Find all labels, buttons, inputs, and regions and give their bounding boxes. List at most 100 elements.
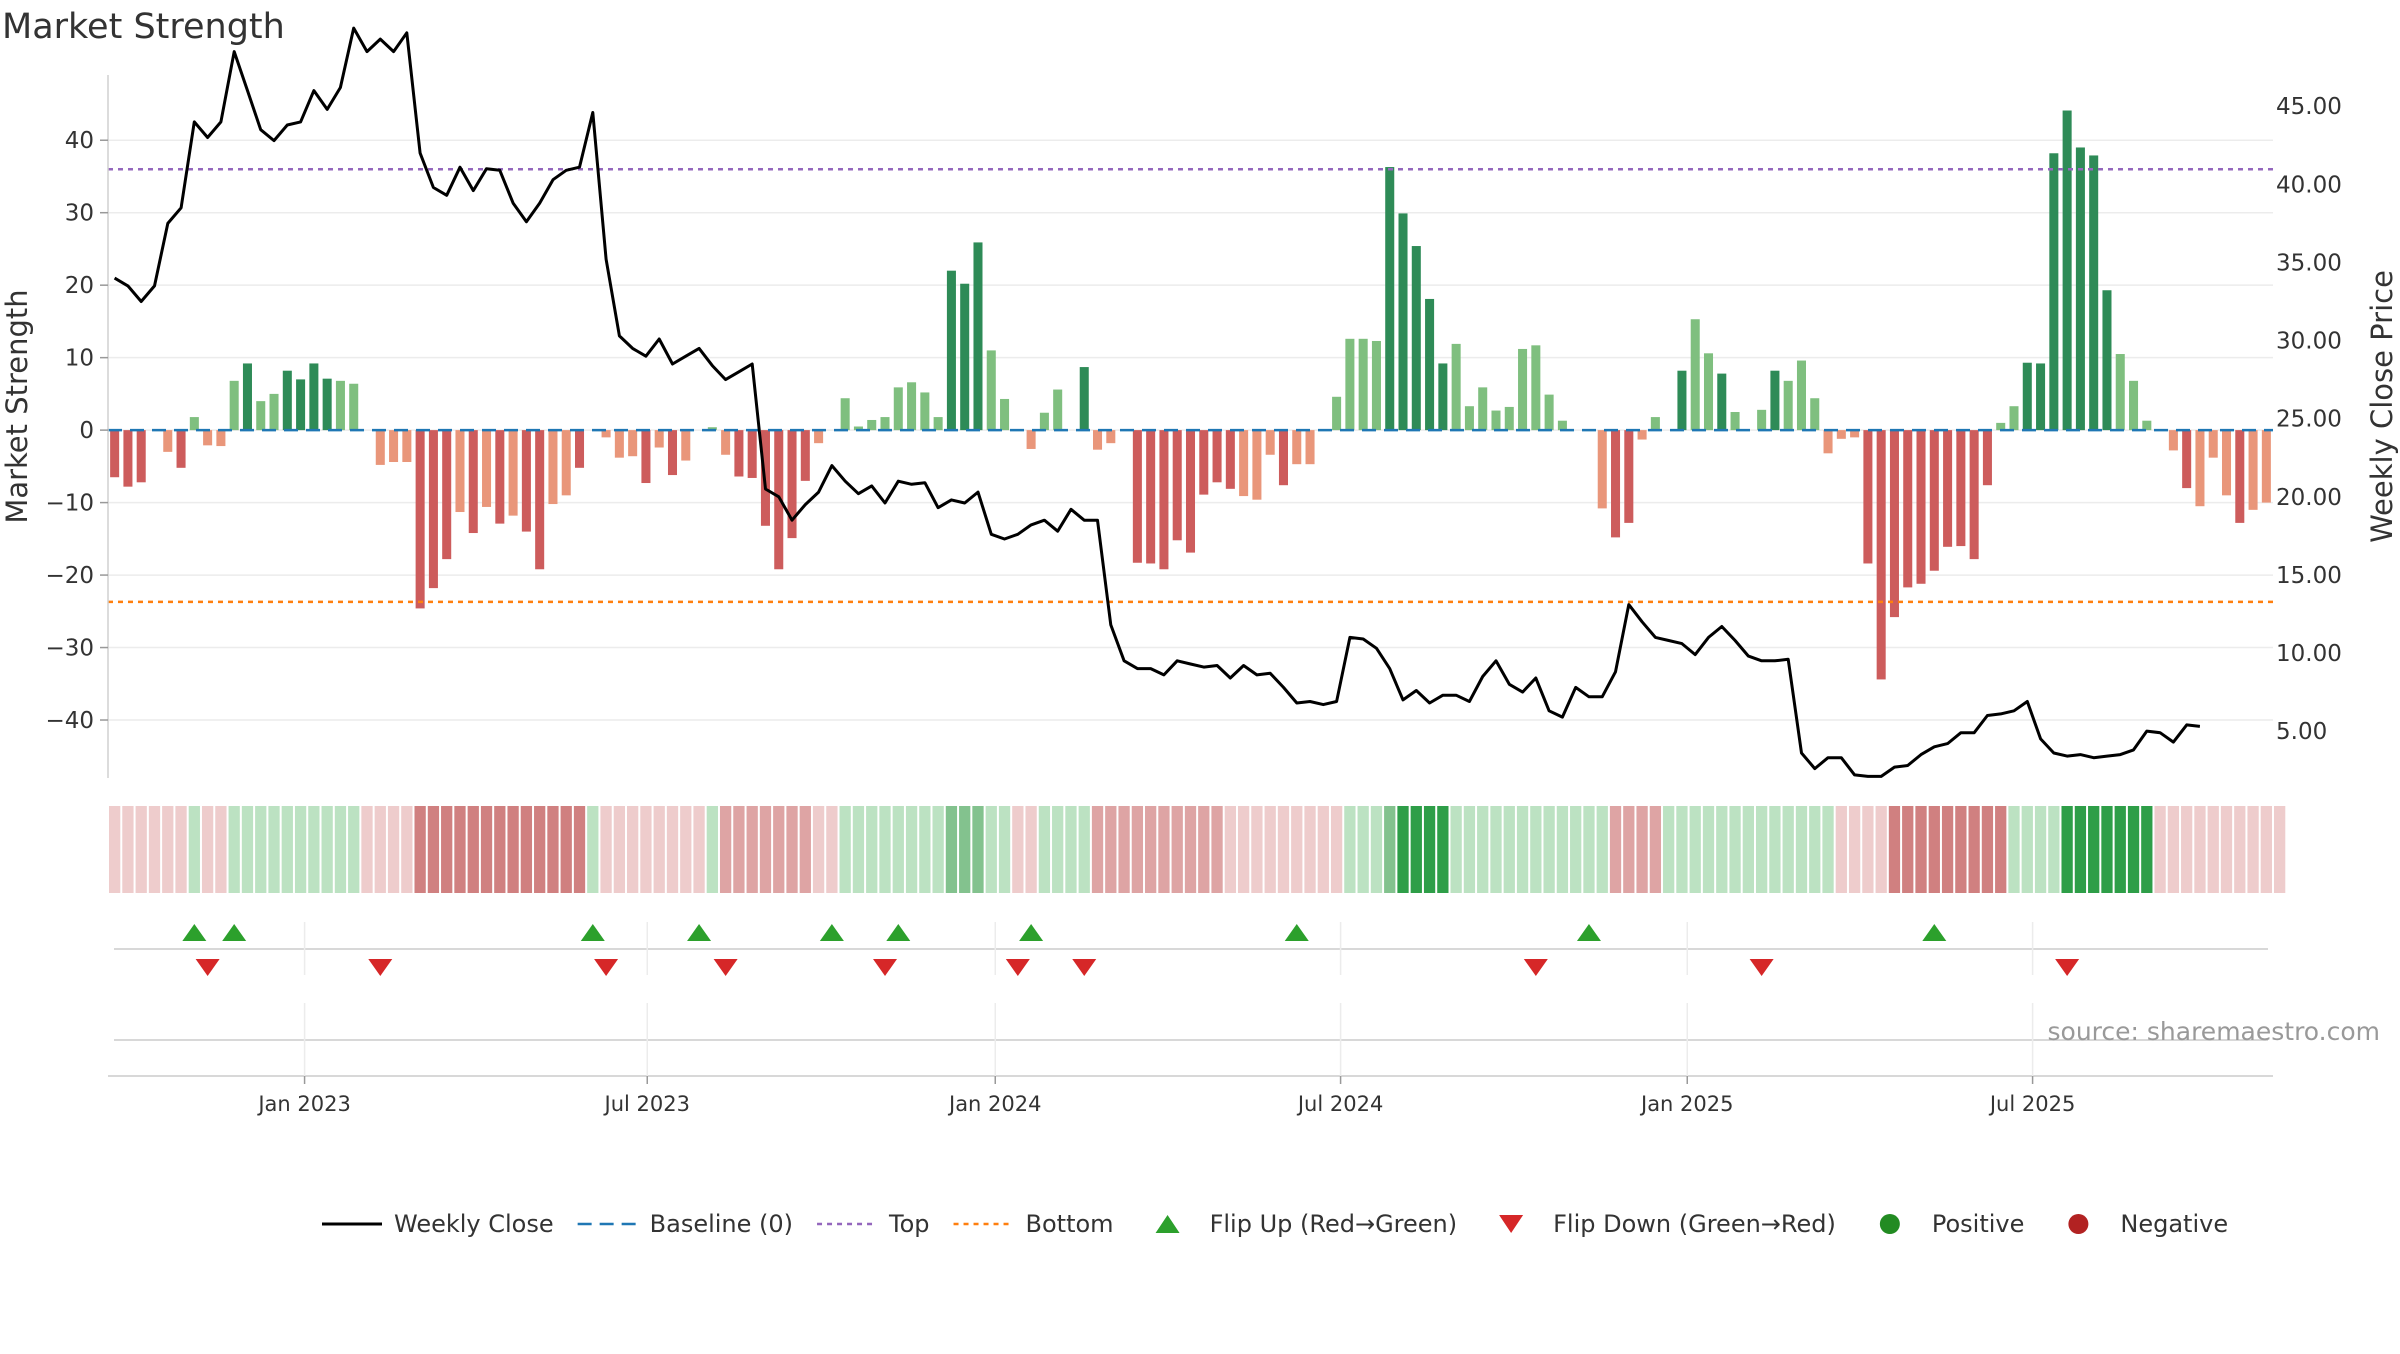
regime-cell bbox=[733, 806, 745, 893]
regime-cell bbox=[215, 806, 227, 893]
regime-cell bbox=[2234, 806, 2246, 893]
strength-bar bbox=[1225, 430, 1235, 489]
strength-bar bbox=[1876, 430, 1886, 680]
left-tick-label: 40 bbox=[65, 128, 94, 154]
regime-cell bbox=[1636, 806, 1648, 893]
strength-bar bbox=[2195, 430, 2205, 507]
regime-cell bbox=[1649, 806, 1662, 893]
regime-cell bbox=[1437, 806, 1449, 893]
regime-cell bbox=[1968, 806, 1980, 893]
regime-cell bbox=[746, 806, 758, 893]
regime-cell bbox=[1410, 806, 1422, 893]
regime-cell bbox=[480, 806, 493, 893]
regime-cell bbox=[1105, 806, 1117, 893]
right-tick-label: 35.00 bbox=[2276, 250, 2342, 276]
chart-title: Market Strength bbox=[2, 7, 285, 47]
regime-cell bbox=[1025, 806, 1037, 893]
strength-bar bbox=[1531, 345, 1541, 431]
strength-bar bbox=[269, 393, 279, 431]
regime-cell bbox=[374, 806, 386, 893]
regime-cell bbox=[2167, 806, 2180, 893]
strength-bar bbox=[840, 398, 850, 431]
regime-cell bbox=[892, 806, 904, 893]
regime-cell bbox=[1928, 806, 1940, 893]
regime-cell bbox=[1184, 806, 1197, 893]
regime-cell bbox=[2207, 806, 2219, 893]
regime-cell bbox=[2127, 806, 2140, 893]
flip-up-marker bbox=[580, 924, 605, 941]
regime-cell bbox=[201, 806, 214, 893]
strength-bar bbox=[1690, 319, 1700, 431]
regime-cell bbox=[2101, 806, 2113, 893]
strength-bar bbox=[1398, 213, 1408, 431]
strength-bar bbox=[309, 363, 319, 431]
left-tick-label: −20 bbox=[45, 563, 94, 589]
left-tick-label: 30 bbox=[65, 201, 94, 227]
right-tick-label: 10.00 bbox=[2276, 641, 2342, 667]
regime-cell bbox=[2034, 806, 2047, 893]
regime-cell bbox=[1941, 806, 1954, 893]
strength-bar bbox=[1278, 430, 1288, 486]
regime-cell bbox=[573, 806, 586, 893]
strength-bar bbox=[1770, 370, 1780, 431]
strength-bar bbox=[800, 430, 810, 481]
regime-cell bbox=[1503, 806, 1515, 893]
weekly-close-line bbox=[113, 26, 2201, 778]
strength-bar bbox=[1026, 430, 1036, 449]
strength-bar bbox=[986, 350, 996, 431]
strength-bar bbox=[2075, 147, 2085, 431]
regime-cell bbox=[175, 806, 187, 893]
regime-cell bbox=[1716, 806, 1728, 893]
close-line-layer bbox=[113, 26, 2201, 778]
regime-cell bbox=[1556, 806, 1569, 893]
regime-strip bbox=[109, 806, 2286, 893]
regime-cell bbox=[361, 806, 373, 893]
regime-cell bbox=[1291, 806, 1303, 893]
regime-cell bbox=[1317, 806, 1329, 893]
regime-cell bbox=[1423, 806, 1436, 893]
regime-cell bbox=[268, 806, 280, 893]
strength-bar bbox=[2022, 362, 2032, 431]
strength-bar bbox=[1903, 430, 1913, 588]
axes: −40 −30 −20 −10 0 10 20 30 40 5.00 10.00 15.00 20.00… bbox=[0, 75, 2399, 778]
strength-bar bbox=[721, 430, 731, 455]
regime-cell bbox=[2061, 806, 2073, 893]
strength-bar bbox=[2009, 406, 2019, 431]
regime-cell bbox=[1809, 806, 1821, 893]
regime-cell bbox=[1795, 806, 1808, 893]
strength-bar bbox=[2182, 430, 2192, 489]
regime-cell bbox=[1370, 806, 1383, 893]
regime-cell bbox=[1915, 806, 1927, 893]
legend-label: Baseline (0) bbox=[650, 1210, 793, 1238]
flip-down-marker bbox=[1005, 959, 1030, 976]
strength-bars bbox=[110, 110, 2271, 680]
regime-cell bbox=[2074, 806, 2087, 893]
regime-cell bbox=[1450, 806, 1462, 893]
regime-cell bbox=[1224, 806, 1236, 893]
strength-bar bbox=[1611, 430, 1621, 538]
regime-cell bbox=[1742, 806, 1754, 893]
strength-bar bbox=[814, 430, 824, 444]
regime-cell bbox=[1198, 806, 1210, 893]
regime-cell bbox=[1782, 806, 1794, 893]
regime-cell bbox=[1251, 806, 1263, 893]
strength-bar bbox=[349, 383, 359, 431]
flip-down-marker bbox=[195, 959, 220, 976]
strength-bar bbox=[734, 430, 744, 477]
strength-bar bbox=[880, 417, 890, 431]
legend: Weekly Close Baseline (0) Top Bottom Flip Up… bbox=[322, 1210, 2228, 1238]
strength-bar bbox=[521, 430, 531, 532]
regime-cell bbox=[985, 806, 997, 893]
strength-bar bbox=[707, 427, 717, 431]
right-tick-label: 25.00 bbox=[2276, 407, 2342, 433]
regime-cell bbox=[1477, 806, 1489, 893]
strength-bar bbox=[242, 363, 252, 431]
legend-label: Bottom bbox=[1026, 1210, 1114, 1238]
strength-bar bbox=[1252, 430, 1262, 500]
regime-cell bbox=[507, 806, 519, 893]
regime-cell bbox=[1158, 806, 1170, 893]
strength-bar bbox=[946, 270, 956, 431]
strength-bar bbox=[442, 430, 452, 560]
regime-cell bbox=[2260, 806, 2272, 893]
strength-bar bbox=[1889, 430, 1899, 618]
